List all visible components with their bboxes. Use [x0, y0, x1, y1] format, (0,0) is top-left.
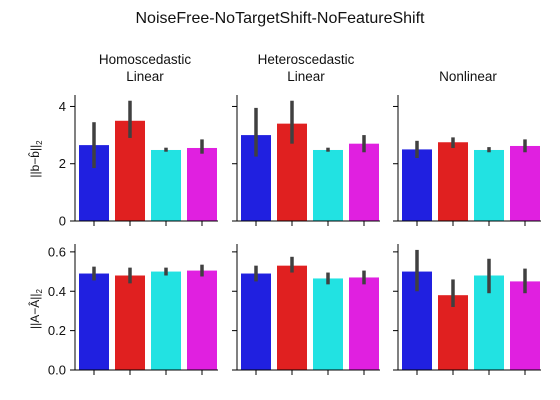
y-tick-label: 0	[59, 214, 66, 229]
bar	[241, 273, 271, 370]
bar	[438, 295, 468, 370]
row-1-ylabel-main: ||b−b̂||	[27, 145, 42, 178]
bar	[187, 147, 217, 221]
y-tick-label: 4	[59, 99, 66, 114]
bar	[277, 265, 307, 370]
panel-1: 0 2 4	[59, 95, 218, 229]
bar	[313, 278, 343, 370]
bar	[115, 275, 145, 370]
svg-text:||b−b̂||2: ||b−b̂||2	[27, 140, 44, 178]
row-2-ylabel-main: ||A−Â||	[27, 293, 42, 328]
svg-text:||A−Â||2: ||A−Â||2	[27, 288, 44, 328]
column-title-1-line1: Homoscedastic	[99, 52, 192, 67]
y-tick-label: 0.0	[48, 363, 66, 378]
bar	[438, 142, 468, 221]
column-title-2-line1: Heteroscedastic	[258, 52, 355, 67]
panel-2	[232, 95, 380, 226]
y-tick-label: 0.2	[48, 323, 66, 338]
bar	[151, 271, 181, 370]
panel-6	[393, 244, 541, 375]
bar	[313, 149, 343, 221]
row-1-ylabel-sub: 2	[35, 140, 44, 145]
panel-4: 0.0 0.2 0.4 0.6	[48, 244, 218, 378]
bar	[151, 149, 181, 221]
row-2-ylabel: ||A−Â||2	[27, 288, 44, 328]
column-title-1-line2: Linear	[126, 69, 164, 84]
panel-5	[232, 244, 380, 375]
bar	[349, 143, 379, 221]
y-tick-label: 0.6	[48, 244, 66, 259]
bar	[510, 281, 540, 370]
bar	[349, 277, 379, 370]
figure-title: NoiseFree-NoTargetShift-NoFeatureShift	[135, 10, 425, 27]
bar	[510, 145, 540, 221]
y-tick-label: 2	[59, 156, 66, 171]
panel-3	[393, 95, 541, 226]
row-2-ylabel-sub: 2	[35, 288, 44, 293]
bar	[187, 270, 217, 370]
bar	[79, 273, 109, 370]
bar	[402, 149, 432, 221]
row-1-ylabel: ||b−b̂||2	[27, 140, 44, 178]
panels: 0 2 4 0.0 0.2 0.4 0.6	[48, 95, 541, 378]
y-tick-label: 0.4	[48, 284, 66, 299]
bar	[474, 149, 504, 221]
column-title-2-line2: Linear	[287, 69, 325, 84]
column-title-3: Nonlinear	[439, 69, 497, 84]
